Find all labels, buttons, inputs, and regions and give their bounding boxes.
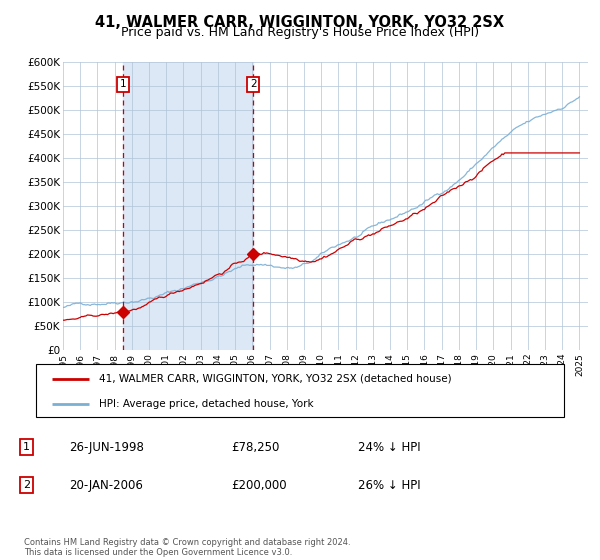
Text: 24% ↓ HPI: 24% ↓ HPI [358, 441, 420, 454]
Bar [123, 62, 253, 350]
Text: 2: 2 [23, 480, 30, 490]
Text: 1: 1 [23, 442, 30, 452]
Text: 20-JAN-2006: 20-JAN-2006 [70, 479, 143, 492]
Text: HPI: Average price, detached house, York: HPI: Average price, detached house, York [100, 399, 314, 409]
Text: Contains HM Land Registry data © Crown copyright and database right 2024.
This d: Contains HM Land Registry data © Crown c… [24, 538, 350, 557]
Text: 41, WALMER CARR, WIGGINTON, YORK, YO32 2SX: 41, WALMER CARR, WIGGINTON, YORK, YO32 2… [95, 15, 505, 30]
FancyBboxPatch shape [36, 364, 564, 417]
Text: 26-JUN-1998: 26-JUN-1998 [70, 441, 145, 454]
Text: 41, WALMER CARR, WIGGINTON, YORK, YO32 2SX (detached house): 41, WALMER CARR, WIGGINTON, YORK, YO32 2… [100, 374, 452, 384]
Text: £200,000: £200,000 [231, 479, 287, 492]
Text: £78,250: £78,250 [231, 441, 279, 454]
Text: Price paid vs. HM Land Registry's House Price Index (HPI): Price paid vs. HM Land Registry's House … [121, 26, 479, 39]
Text: 1: 1 [120, 79, 127, 89]
Text: 2: 2 [250, 79, 257, 89]
Text: 26% ↓ HPI: 26% ↓ HPI [358, 479, 420, 492]
